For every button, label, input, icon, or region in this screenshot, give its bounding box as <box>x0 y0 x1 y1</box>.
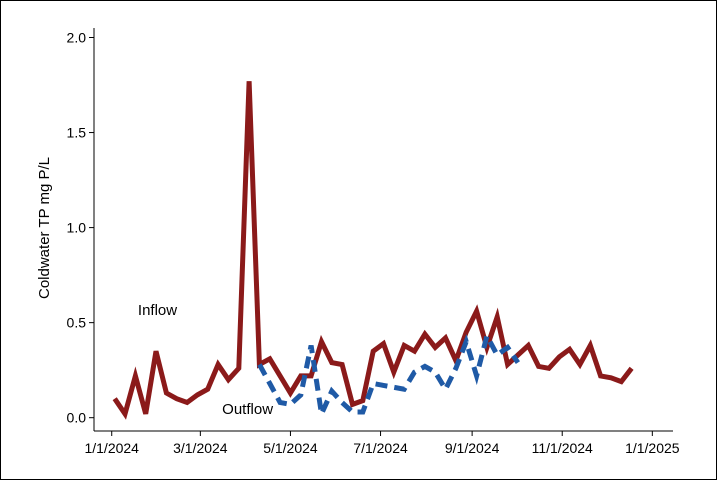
x-tick-label: 9/1/2024 <box>445 440 500 456</box>
axes: 0.0 0.5 1.0 1.5 2.0 1/1/2024 3/1/2024 5/1/2024 7… <box>67 28 680 456</box>
series-line-inflow <box>112 81 634 420</box>
y-tick-label: 0.5 <box>67 315 87 331</box>
y-tick-label: 1.5 <box>67 125 87 141</box>
series-line-outflow <box>257 329 520 423</box>
y-tick-label: 2.0 <box>67 30 87 46</box>
x-tick-label: 1/1/2024 <box>84 440 139 456</box>
annotation-outflow: Outflow <box>222 401 273 418</box>
y-axis-title: Coldwater TP mg P/L <box>36 157 53 299</box>
x-tick-label: 11/1/2024 <box>532 440 593 456</box>
x-tick-label: 1/1/2025 <box>625 440 680 456</box>
x-tick-label: 5/1/2024 <box>263 440 318 456</box>
annotation-inflow: Inflow <box>138 302 177 319</box>
x-tick-label: 3/1/2024 <box>173 440 228 456</box>
series-layer <box>112 81 634 423</box>
x-tick-label: 7/1/2024 <box>353 440 408 456</box>
labels-layer: Coldwater TP mg P/L Inflow Outflow <box>36 157 273 418</box>
y-tick-label: 1.0 <box>67 220 87 236</box>
y-tick-label: 0.0 <box>67 410 87 426</box>
